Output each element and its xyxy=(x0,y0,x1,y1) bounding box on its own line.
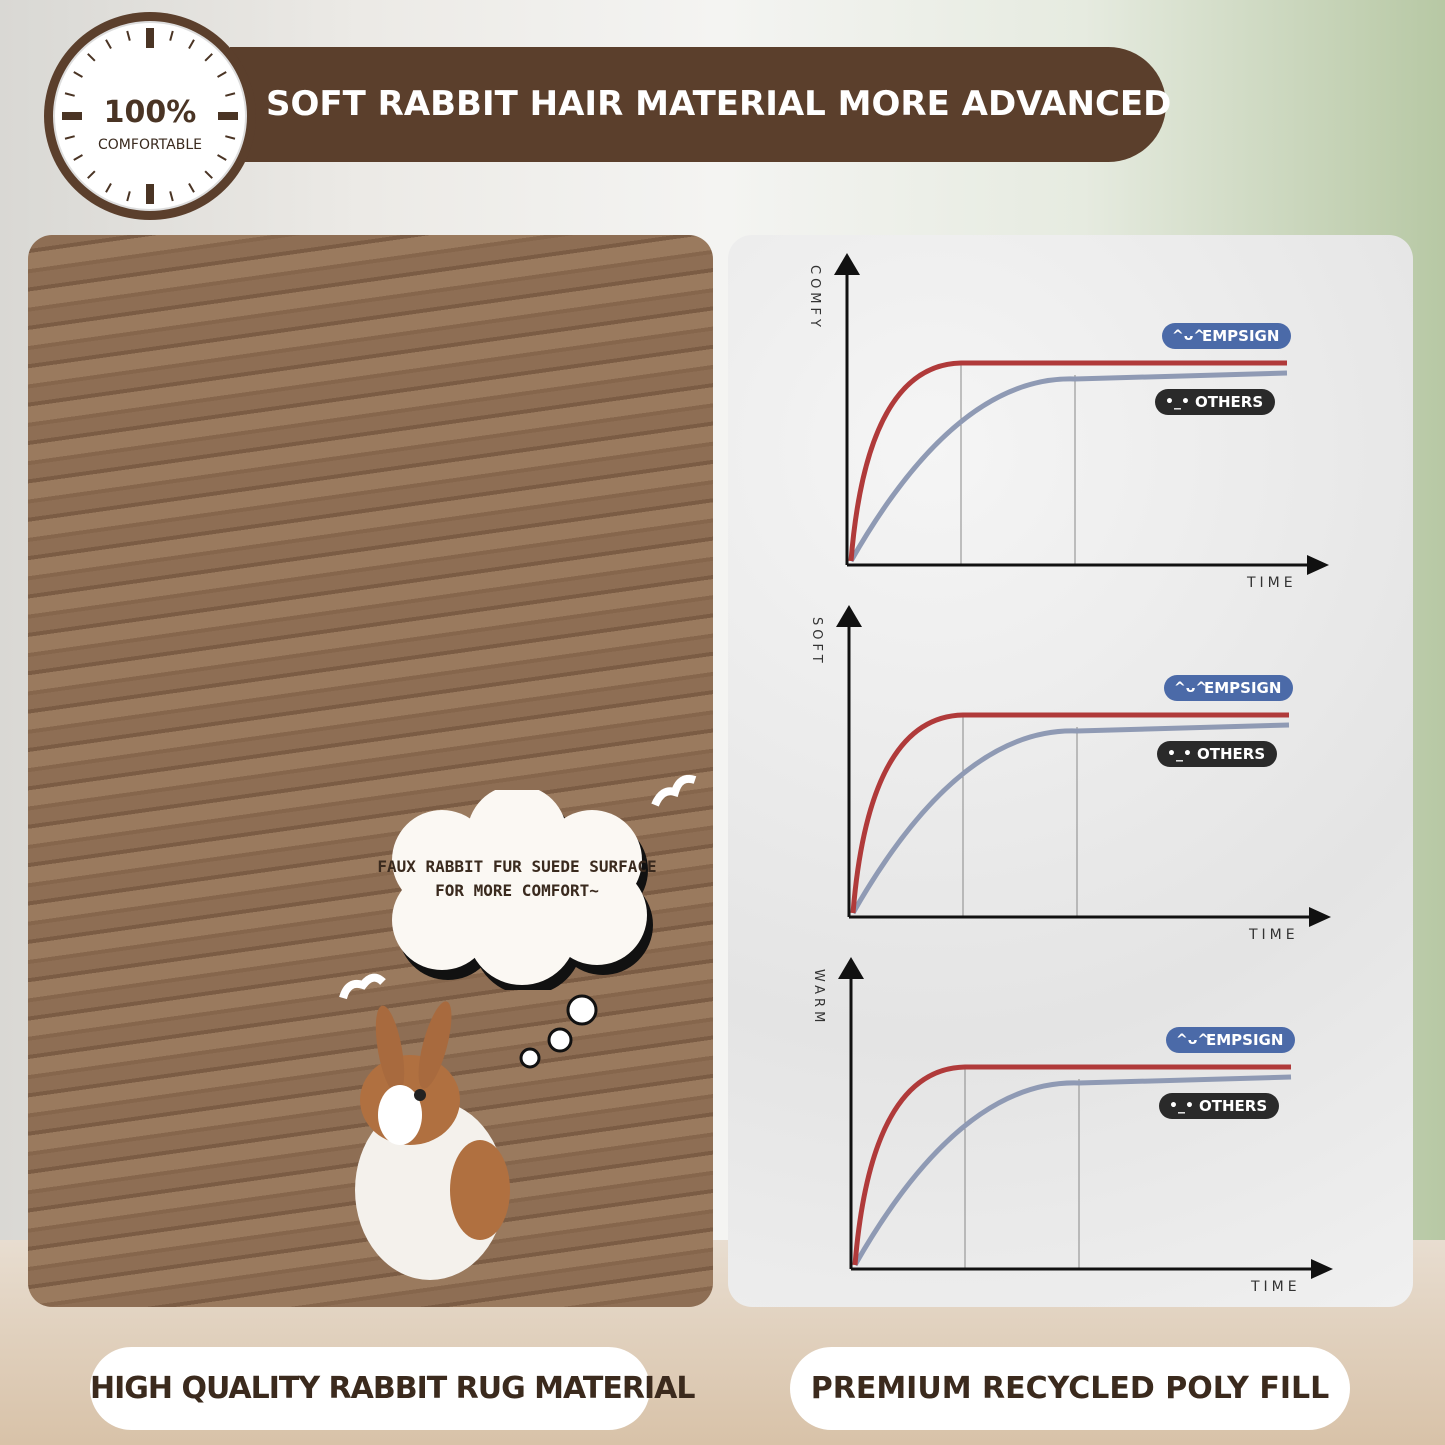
legend-empsign: ^ᴗ^ EMPSIGN xyxy=(1164,675,1294,701)
legend-label: EMPSIGN xyxy=(1202,327,1280,345)
header-banner: SOFT RABBIT HAIR MATERIAL MORE ADVANCED xyxy=(230,47,1171,162)
x-axis-label: TIME xyxy=(1249,927,1299,943)
empsign-curve xyxy=(850,712,1289,914)
legend-others: •_• OTHERS xyxy=(1159,1093,1280,1119)
y-axis-label: COMFY xyxy=(807,265,822,331)
legend-label: EMPSIGN xyxy=(1204,679,1282,697)
laughing-face-icon: ^ᴗ^ xyxy=(1176,1032,1210,1048)
y-axis-label: WARM xyxy=(811,969,826,1027)
footer-left-label: HIGH QUALITY RABBIT RUG MATERIAL xyxy=(90,1347,695,1430)
clock-ticks-icon xyxy=(62,28,238,204)
meh-face-icon: •_• xyxy=(1165,394,1190,410)
small-cloud-icon xyxy=(339,973,386,1000)
bubble-line: FOR MORE COMFORT~ xyxy=(435,881,599,900)
legend-empsign: ^ᴗ^ EMPSIGN xyxy=(1166,1027,1296,1053)
x-axis-label: TIME xyxy=(1247,575,1297,591)
thought-bubble xyxy=(392,790,653,990)
comfort-badge: 100% COMFORTABLE xyxy=(44,12,256,220)
rabbit-illustration xyxy=(355,994,598,1280)
bubble-line: FAUX RABBIT FUR SUEDE SURFACE xyxy=(377,857,657,876)
empsign-curve xyxy=(848,360,1287,562)
chart-soft: SOFT TIME ^ᴗ^ EMPSIGN •_• OTHERS xyxy=(728,587,1413,943)
chart-warm: WARM TIME ^ᴗ^ EMPSIGN •_• OTHERS xyxy=(728,939,1413,1295)
small-cloud-icon xyxy=(651,774,697,807)
legend-label: EMPSIGN xyxy=(1206,1031,1284,1049)
legend-empsign: ^ᴗ^ EMPSIGN xyxy=(1162,323,1292,349)
legend-label: OTHERS xyxy=(1197,745,1266,763)
chart-comfy: COMFY TIME ^ᴗ^ EMPSIGN •_• OTHERS xyxy=(728,235,1413,591)
x-axis-label: TIME xyxy=(1251,1279,1301,1295)
fur-material-panel xyxy=(28,235,713,1307)
legend-others: •_• OTHERS xyxy=(1157,741,1278,767)
others-curve xyxy=(848,370,1288,563)
y-axis-label: SOFT xyxy=(809,617,824,667)
empsign-curve xyxy=(852,1064,1291,1266)
meh-face-icon: •_• xyxy=(1167,746,1192,762)
laughing-face-icon: ^ᴗ^ xyxy=(1172,328,1206,344)
chart-panel xyxy=(728,235,1413,1307)
legend-others: •_• OTHERS xyxy=(1155,389,1276,415)
meh-face-icon: •_• xyxy=(1169,1098,1194,1114)
legend-label: OTHERS xyxy=(1195,393,1264,411)
bubble-text: FAUX RABBIT FUR SUEDE SURFACE FOR MORE C… xyxy=(372,855,662,903)
footer-right-label: PREMIUM RECYCLED POLY FILL xyxy=(790,1347,1350,1430)
others-curve xyxy=(850,722,1290,915)
legend-label: OTHERS xyxy=(1199,1097,1268,1115)
badge-value: 100% xyxy=(103,95,197,130)
badge-label: COMFORTABLE xyxy=(98,137,202,153)
laughing-face-icon: ^ᴗ^ xyxy=(1174,680,1208,696)
others-curve xyxy=(852,1074,1292,1267)
